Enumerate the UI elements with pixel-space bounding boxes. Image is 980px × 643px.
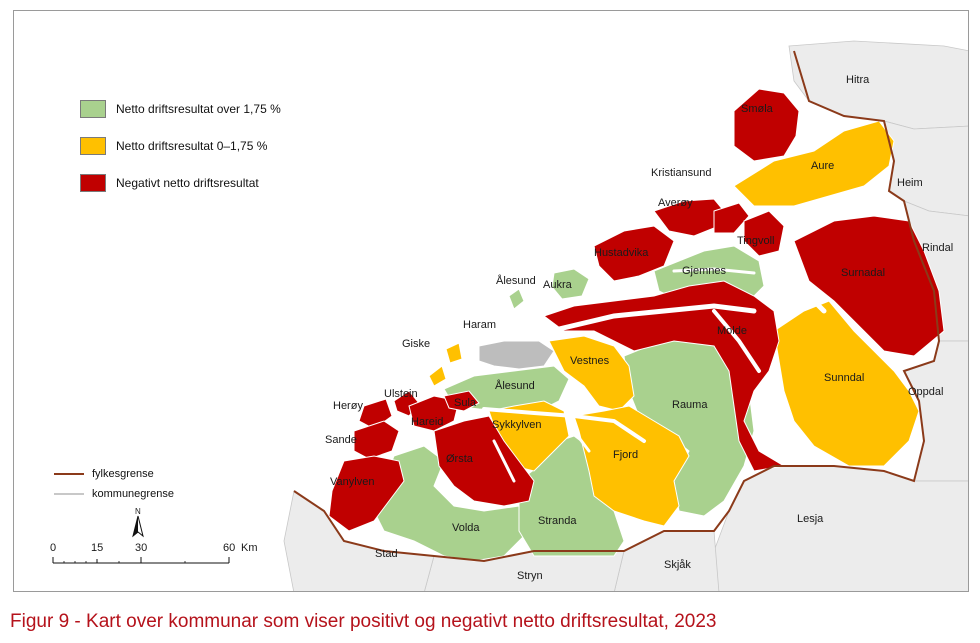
label-sykkylven: Sykkylven	[492, 419, 542, 431]
fjord-moldefjord	[556, 303, 757, 332]
label-fjord: Fjord	[613, 449, 638, 461]
municipality-averoy-2	[713, 202, 750, 234]
neighbour-regions	[283, 40, 968, 591]
label-kristiansund: Kristiansund	[651, 167, 712, 179]
label-hustadvika: Hustadvika	[594, 247, 649, 259]
scale-bar: 0 15 30 60 Km	[50, 542, 258, 564]
municipality-vestnes	[548, 335, 635, 412]
label-heroy: Herøy	[333, 400, 363, 412]
label-ulstein: Ulstein	[384, 388, 418, 400]
region-hitra	[788, 40, 968, 130]
municipality-hustadvika	[593, 225, 675, 282]
label-alesund-north: Ålesund	[496, 274, 536, 287]
north-arrow: N	[132, 507, 144, 538]
haram-area	[478, 340, 555, 370]
label-aure: Aure	[811, 160, 834, 172]
municipality-aukra	[551, 268, 590, 300]
label-hitra: Hitra	[846, 74, 870, 86]
label-gjemnes: Gjemnes	[682, 265, 727, 277]
municipality-line-sample	[54, 493, 84, 495]
boundary-legend-municipality: kommunegrense	[54, 486, 174, 502]
label-alesund: Ålesund	[495, 379, 535, 392]
boundary-legend: fylkesgrense kommunegrense	[54, 466, 174, 506]
label-vanylven: Vanylven	[330, 476, 374, 488]
municipality-alesund-north	[508, 288, 525, 310]
municipality-vanylven	[328, 455, 405, 532]
fjord-kvernes	[672, 267, 756, 275]
place-labels: Hitra Smøla Aure Heim Kristiansund Rinda…	[325, 74, 953, 582]
legend-label-small: Netto driftsresultat 0–1,75 %	[116, 139, 268, 153]
label-heim: Heim	[897, 177, 923, 189]
municipality-line-label: kommunegrense	[92, 488, 174, 500]
scale-tick-15: 15	[91, 542, 103, 554]
label-molde: Molde	[717, 325, 747, 337]
label-vestnes: Vestnes	[570, 355, 610, 367]
label-aukra: Aukra	[543, 279, 573, 291]
label-volda: Volda	[452, 522, 480, 534]
label-sula: Sula	[454, 397, 477, 409]
map-frame: Hitra Smøla Aure Heim Kristiansund Rinda…	[13, 10, 969, 592]
fjord-hjorund	[492, 439, 516, 483]
scale-tick-30: 30	[135, 542, 147, 554]
municipality-smola	[733, 88, 800, 162]
label-lesja: Lesja	[797, 513, 824, 525]
county-line-sample	[54, 473, 84, 475]
red-municipalities	[328, 88, 945, 532]
legend-item-positive: Netto driftsresultat over 1,75 %	[80, 99, 281, 119]
municipality-volda	[373, 445, 530, 562]
legend-item-small: Netto driftsresultat 0–1,75 %	[80, 136, 281, 156]
municipality-sula	[443, 390, 480, 412]
label-stad: Stad	[375, 548, 398, 560]
map-canvas: Hitra Smøla Aure Heim Kristiansund Rinda…	[50, 40, 968, 591]
municipality-surnadal	[793, 215, 945, 357]
label-smola: Smøla	[741, 103, 774, 115]
label-rauma: Rauma	[672, 399, 708, 411]
label-surnadal: Surnadal	[841, 267, 885, 279]
region-heim	[883, 120, 968, 217]
scale-unit: Km	[241, 542, 258, 554]
label-stranda: Stranda	[538, 515, 577, 527]
label-averoy: Averøy	[658, 197, 693, 209]
municipality-orsta	[433, 415, 535, 507]
fjord-sunndal	[776, 258, 827, 314]
label-haram: Haram	[463, 319, 496, 331]
fjords	[482, 258, 827, 483]
fjord-storfjord	[482, 407, 646, 443]
scale-tick-60: 60	[223, 542, 235, 554]
county-border	[293, 50, 941, 563]
label-orsta: Ørsta	[446, 453, 474, 465]
municipality-hareid	[408, 395, 460, 432]
legend: Netto driftsresultat over 1,75 % Netto d…	[80, 99, 281, 210]
figure-caption: Figur 9 - Kart over kommunar som viser p…	[10, 611, 717, 632]
municipality-tingvoll	[743, 210, 785, 257]
fjord-romsdal	[712, 309, 761, 373]
municipality-fjord	[573, 405, 690, 527]
municipality-giske	[428, 365, 447, 387]
fjord-geiranger	[572, 429, 591, 453]
label-hareid: Hareid	[411, 416, 443, 428]
label-giske: Giske	[402, 338, 430, 350]
municipality-molde	[542, 280, 786, 472]
county-line-label: fylkesgrense	[92, 468, 154, 480]
boundary-legend-county: fylkesgrense	[54, 466, 174, 482]
region-lesja	[713, 465, 968, 591]
label-stryn: Stryn	[517, 570, 543, 582]
label-tingvoll: Tingvoll	[737, 235, 775, 247]
municipality-giske-2	[445, 342, 463, 364]
label-rindal: Rindal	[922, 242, 953, 254]
municipality-sunndal	[773, 300, 920, 467]
municipality-sande	[353, 420, 400, 460]
label-skjak: Skjåk	[664, 559, 691, 571]
legend-label-negative: Negativt netto driftsresultat	[116, 176, 259, 190]
scale-tick-0: 0	[50, 542, 56, 554]
legend-swatch-positive	[80, 100, 106, 118]
legend-label-positive: Netto driftsresultat over 1,75 %	[116, 102, 281, 116]
north-label: N	[135, 507, 141, 516]
legend-swatch-negative	[80, 174, 106, 192]
label-oppdal: Oppdal	[908, 386, 943, 398]
label-sande: Sande	[325, 434, 357, 446]
label-sunndal: Sunndal	[824, 372, 864, 384]
legend-swatch-small	[80, 137, 106, 155]
legend-item-negative: Negativt netto driftsresultat	[80, 173, 281, 193]
